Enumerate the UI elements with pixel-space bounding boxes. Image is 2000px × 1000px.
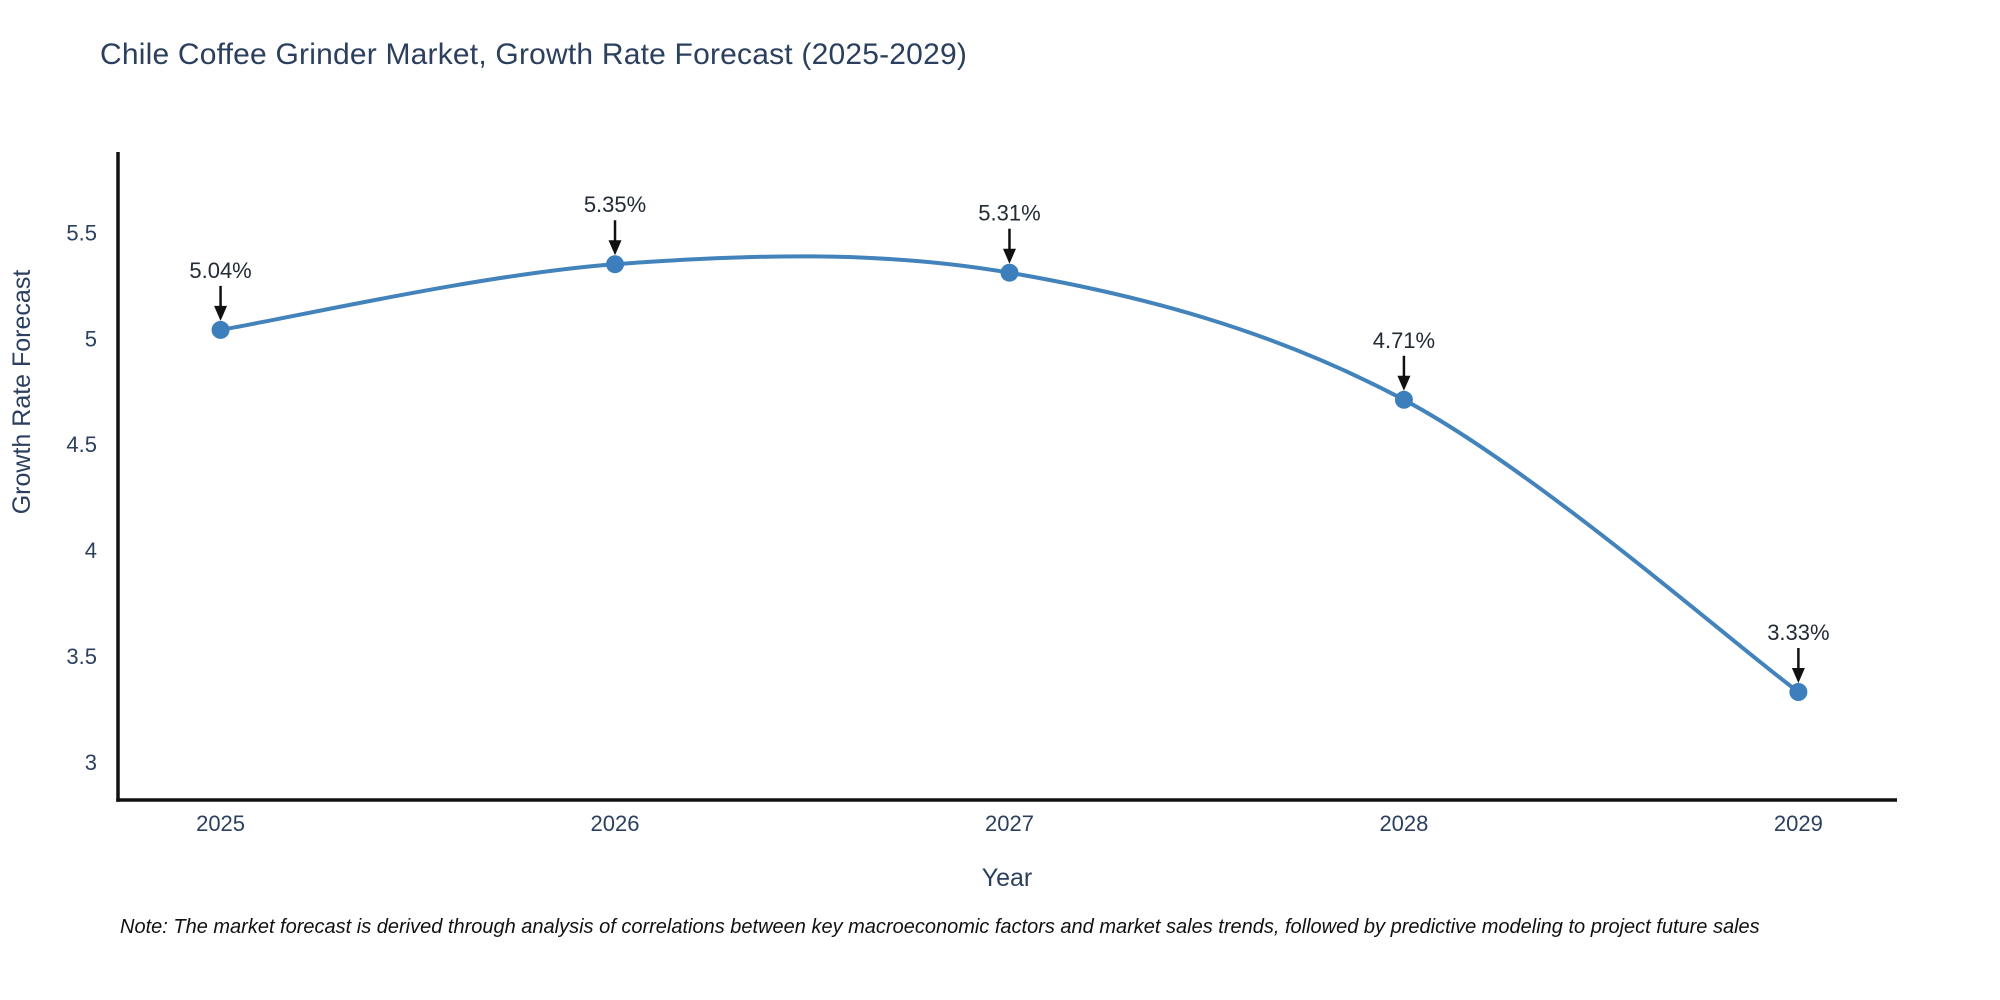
annotation-label: 5.35% [584, 192, 646, 217]
annotation-arrowhead [1002, 248, 1016, 264]
axes-layer: 3 3.5 4 4.5 5 5.5 2025 2026 2027 2028 2029 [66, 152, 1897, 836]
point-annotation: 5.31% [978, 201, 1041, 264]
annotation-label: 5.31% [978, 201, 1040, 226]
data-point-marker [211, 320, 230, 339]
data-point-marker [1789, 683, 1808, 701]
x-tick-label: 2029 [1774, 811, 1823, 836]
series-layer [211, 254, 1808, 701]
y-tick-label: 4.5 [66, 432, 97, 457]
x-tick-label: 2026 [591, 811, 640, 836]
page-title: Chile Coffee Grinder Market, Growth Rate… [100, 38, 968, 71]
annotation-layer: 5.04% 5.35% 5.31% 4.71% 3.33% [189, 192, 1830, 683]
data-point-marker [606, 255, 625, 274]
data-point-marker [1394, 390, 1413, 409]
series-line [218, 254, 1801, 694]
annotation-label: 5.04% [189, 258, 251, 283]
data-point-marker [1000, 263, 1019, 282]
y-tick-label: 3 [85, 750, 97, 775]
annotation-arrowhead [1791, 668, 1805, 683]
annotation-arrowhead [1397, 375, 1411, 391]
y-axis-title: Growth Rate Forecast [8, 270, 36, 515]
y-tick-label: 3.5 [66, 644, 97, 669]
y-tick-label: 5.5 [66, 220, 97, 245]
point-annotation: 3.33% [1767, 620, 1830, 683]
point-annotation: 5.35% [584, 192, 646, 256]
x-tick-label: 2027 [985, 811, 1034, 836]
y-tick-label: 4 [85, 538, 97, 563]
point-annotation: 5.04% [189, 258, 252, 321]
x-axis-title: Year [982, 864, 1033, 892]
annotation-arrowhead [608, 240, 622, 256]
annotation-arrowhead [214, 305, 228, 321]
footnote: Note: The market forecast is derived thr… [120, 916, 1760, 938]
annotation-label: 4.71% [1373, 328, 1435, 353]
point-annotation: 4.71% [1373, 328, 1435, 391]
x-tick-label: 2025 [196, 811, 245, 836]
annotation-label: 3.33% [1767, 620, 1829, 645]
y-tick-label: 5 [85, 326, 97, 351]
x-tick-label: 2028 [1379, 811, 1428, 836]
